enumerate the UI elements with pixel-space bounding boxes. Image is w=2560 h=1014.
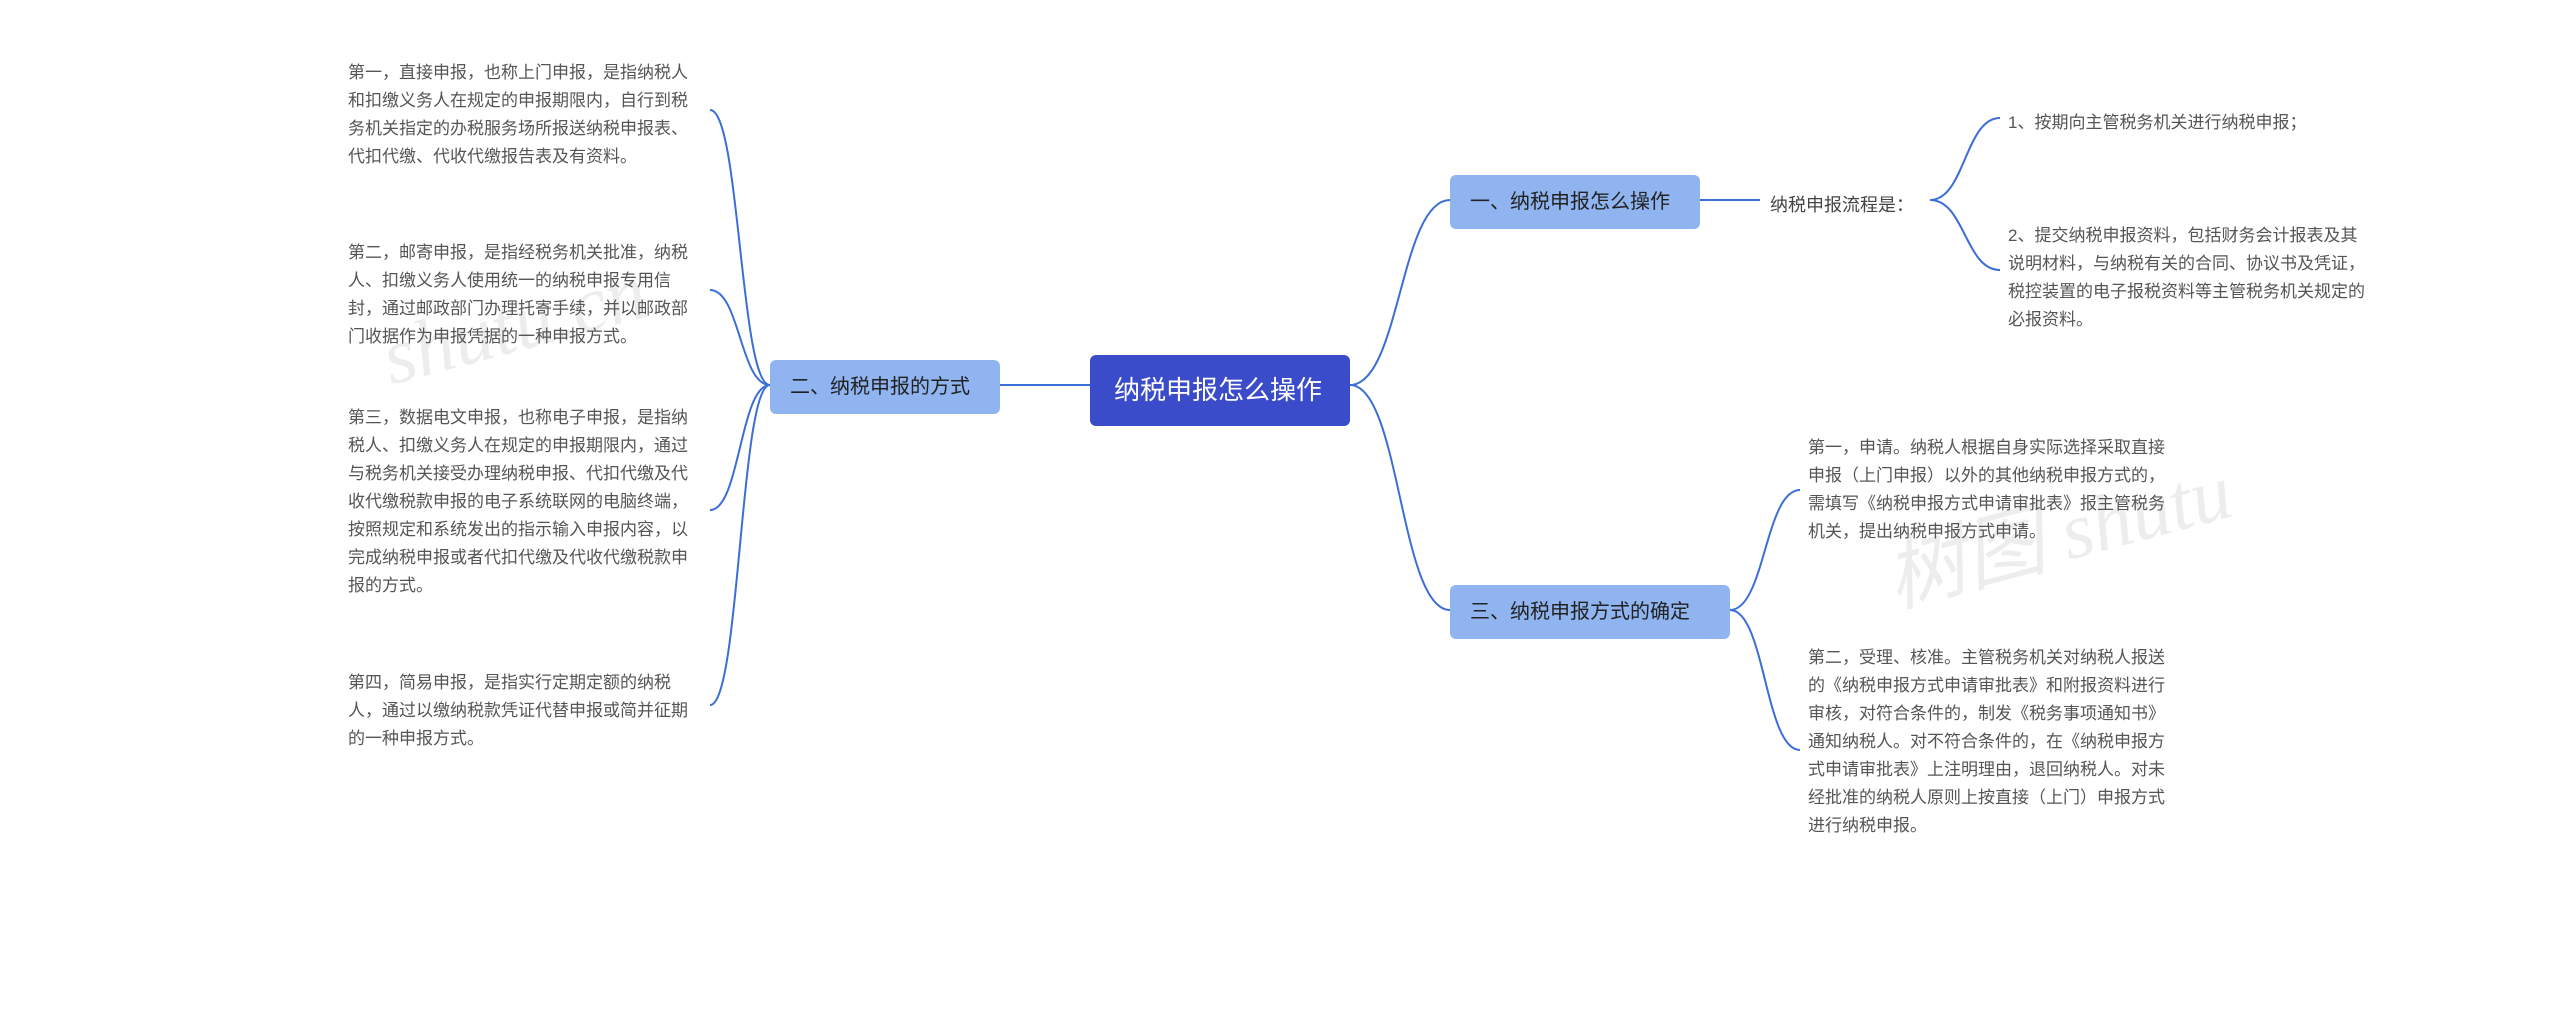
branch-1-sub-text: 纳税申报流程是： <box>1770 195 1914 215</box>
branch-1-leaf-2: 2、提交纳税申报资料，包括财务会计报表及其说明材料，与纳税有关的合同、协议书及凭… <box>2000 218 2380 338</box>
leaf-text: 第三，数据电文申报，也称电子申报，是指纳税人、扣缴义务人在规定的申报期限内，通过… <box>348 408 688 595</box>
branch-1: 一、纳税申报怎么操作 <box>1450 175 1700 229</box>
branch-1-sub: 纳税申报流程是： <box>1760 186 1924 225</box>
branch-3-leaf-2: 第二，受理、核准。主管税务机关对纳税人报送的《纳税申报方式申请审批表》和附报资料… <box>1800 640 2180 844</box>
branch-2-leaf-3: 第三，数据电文申报，也称电子申报，是指纳税人、扣缴义务人在规定的申报期限内，通过… <box>340 400 710 604</box>
leaf-text: 第二，受理、核准。主管税务机关对纳税人报送的《纳税申报方式申请审批表》和附报资料… <box>1808 648 2165 835</box>
branch-1-leaf-1: 1、按期向主管税务机关进行纳税申报； <box>2000 105 2360 141</box>
leaf-text: 1、按期向主管税务机关进行纳税申报； <box>2008 113 2306 132</box>
branch-2-leaf-1: 第一，直接申报，也称上门申报，是指纳税人和扣缴义务人在规定的申报期限内，自行到税… <box>340 55 710 175</box>
branch-1-text: 一、纳税申报怎么操作 <box>1470 191 1670 213</box>
leaf-text: 第四，简易申报，是指实行定期定额的纳税人，通过以缴纳税款凭证代替申报或简并征期的… <box>348 673 688 748</box>
leaf-text: 第二，邮寄申报，是指经税务机关批准，纳税人、扣缴义务人使用统一的纳税申报专用信封… <box>348 243 688 346</box>
root-node: 纳税申报怎么操作 <box>1090 355 1350 426</box>
leaf-text: 2、提交纳税申报资料，包括财务会计报表及其说明材料，与纳税有关的合同、协议书及凭… <box>2008 226 2365 329</box>
branch-3-leaf-1: 第一，申请。纳税人根据自身实际选择采取直接申报（上门申报）以外的其他纳税申报方式… <box>1800 430 2180 550</box>
branch-3: 三、纳税申报方式的确定 <box>1450 585 1730 639</box>
branch-2-leaf-4: 第四，简易申报，是指实行定期定额的纳税人，通过以缴纳税款凭证代替申报或简并征期的… <box>340 665 710 757</box>
leaf-text: 第一，直接申报，也称上门申报，是指纳税人和扣缴义务人在规定的申报期限内，自行到税… <box>348 63 688 166</box>
branch-2-text: 二、纳税申报的方式 <box>790 376 970 398</box>
leaf-text: 第一，申请。纳税人根据自身实际选择采取直接申报（上门申报）以外的其他纳税申报方式… <box>1808 438 2165 541</box>
branch-3-text: 三、纳税申报方式的确定 <box>1470 601 1690 623</box>
root-text: 纳税申报怎么操作 <box>1114 375 1322 405</box>
branch-2-leaf-2: 第二，邮寄申报，是指经税务机关批准，纳税人、扣缴义务人使用统一的纳税申报专用信封… <box>340 235 710 355</box>
branch-2: 二、纳税申报的方式 <box>770 360 1000 414</box>
